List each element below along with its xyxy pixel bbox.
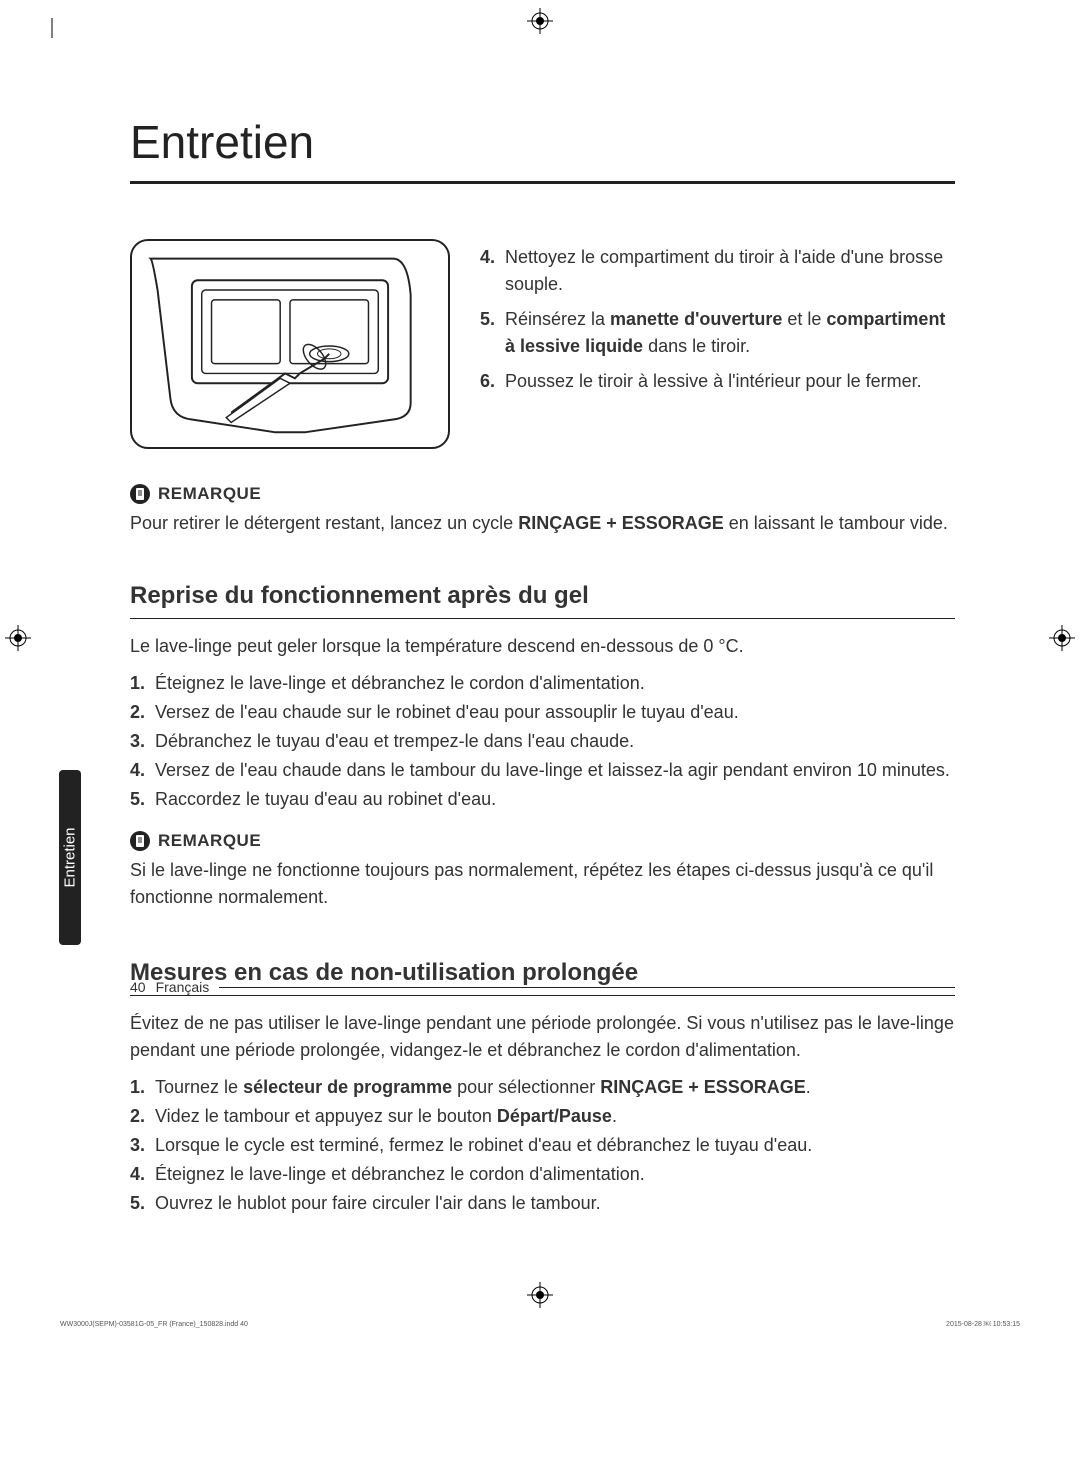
note-text: Si le lave-linge ne fonctionne toujours …	[130, 857, 955, 911]
item-text: Versez de l'eau chaude sur le robinet d'…	[155, 699, 955, 726]
item-number: 4.	[130, 1161, 155, 1188]
footer-meta-right: 2015-08-28 ￼ 10:53:15	[946, 1321, 1020, 1328]
list-item: 5.Raccordez le tuyau d'eau au robinet d'…	[130, 786, 955, 813]
item-text: Nettoyez le compartiment du tiroir à l'a…	[505, 244, 955, 298]
item-number: 5.	[130, 1190, 155, 1217]
item-number: 4.	[130, 757, 155, 784]
list-item: 1.Tournez le sélecteur de programme pour…	[130, 1074, 955, 1101]
item-text: Débranchez le tuyau d'eau et trempez-le …	[155, 728, 955, 755]
page-content: Entretien 4.Nettoyez le compartiment du …	[130, 115, 955, 1265]
section-heading: Reprise du fonctionnement après du gel	[130, 582, 955, 619]
list-item: 2.Videz le tambour et appuyez sur le bou…	[130, 1103, 955, 1130]
note-icon	[130, 484, 150, 504]
footer-rule	[219, 987, 955, 988]
note-1: REMARQUE Pour retirer le détergent resta…	[130, 484, 955, 537]
item-number: 2.	[130, 1103, 155, 1130]
item-number: 1.	[130, 1074, 155, 1101]
item-text: Lorsque le cycle est terminé, fermez le …	[155, 1132, 955, 1159]
section-frost: Reprise du fonctionnement après du gel L…	[130, 582, 955, 911]
item-text: Réinsérez la manette d'ouverture et le c…	[505, 306, 955, 360]
list-item: 4.Versez de l'eau chaude dans le tambour…	[130, 757, 955, 784]
note-header: REMARQUE	[130, 831, 955, 851]
section-intro: Le lave-linge peut geler lorsque la temp…	[130, 633, 955, 660]
list-item: 3.Débranchez le tuyau d'eau et trempez-l…	[130, 728, 955, 755]
note-header: REMARQUE	[130, 484, 955, 504]
instruction-item: 6.Poussez le tiroir à lessive à l'intéri…	[480, 368, 955, 395]
top-instructions: 4.Nettoyez le compartiment du tiroir à l…	[480, 239, 955, 449]
item-text: Éteignez le lave-linge et débranchez le …	[155, 670, 955, 697]
item-text: Versez de l'eau chaude dans le tambour d…	[155, 757, 955, 784]
item-number: 2.	[130, 699, 155, 726]
item-number: 1.	[130, 670, 155, 697]
note-text: Pour retirer le détergent restant, lance…	[130, 510, 955, 537]
list-item: 4.Éteignez le lave-linge et débranchez l…	[130, 1161, 955, 1188]
side-tab-label: Entretien	[62, 827, 79, 887]
registration-mark-icon	[5, 625, 31, 651]
instruction-item: 5.Réinsérez la manette d'ouverture et le…	[480, 306, 955, 360]
item-text: Poussez le tiroir à lessive à l'intérieu…	[505, 368, 955, 395]
drawer-illustration	[130, 239, 450, 449]
item-number: 6.	[480, 368, 505, 395]
page-title: Entretien	[130, 115, 955, 184]
registration-mark-icon	[527, 8, 553, 34]
item-number: 5.	[480, 306, 505, 360]
section2-list: 1.Tournez le sélecteur de programme pour…	[130, 1074, 955, 1217]
list-item: 1.Éteignez le lave-linge et débranchez l…	[130, 670, 955, 697]
page-number: 40	[130, 979, 146, 995]
item-text: Tournez le sélecteur de programme pour s…	[155, 1074, 955, 1101]
list-item: 5.Ouvrez le hublot pour faire circuler l…	[130, 1190, 955, 1217]
item-number: 3.	[130, 728, 155, 755]
page-footer: 40 Français	[130, 979, 955, 995]
list-item: 2.Versez de l'eau chaude sur le robinet …	[130, 699, 955, 726]
section-nonuse: Mesures en cas de non-utilisation prolon…	[130, 959, 955, 1217]
footer-meta-left: WW3000J(SEPM)-03581G-05_FR (France)_1508…	[60, 1321, 248, 1328]
note-2: REMARQUE Si le lave-linge ne fonctionne …	[130, 831, 955, 911]
top-section: 4.Nettoyez le compartiment du tiroir à l…	[130, 239, 955, 449]
side-tab: Entretien	[59, 770, 81, 945]
item-text: Raccordez le tuyau d'eau au robinet d'ea…	[155, 786, 955, 813]
note-label: REMARQUE	[158, 484, 261, 504]
registration-mark-icon	[1049, 625, 1075, 651]
section-intro: Évitez de ne pas utiliser le lave-linge …	[130, 1010, 955, 1064]
registration-mark-icon	[527, 1282, 553, 1308]
item-text: Ouvrez le hublot pour faire circuler l'a…	[155, 1190, 955, 1217]
instruction-item: 4.Nettoyez le compartiment du tiroir à l…	[480, 244, 955, 298]
crop-mark-icon	[22, 18, 62, 58]
section1-list: 1.Éteignez le lave-linge et débranchez l…	[130, 670, 955, 813]
item-number: 3.	[130, 1132, 155, 1159]
note-label: REMARQUE	[158, 831, 261, 851]
item-number: 5.	[130, 786, 155, 813]
page-language: Français	[156, 979, 210, 995]
item-number: 4.	[480, 244, 505, 298]
item-text: Éteignez le lave-linge et débranchez le …	[155, 1161, 955, 1188]
list-item: 3.Lorsque le cycle est terminé, fermez l…	[130, 1132, 955, 1159]
note-icon	[130, 831, 150, 851]
item-text: Videz le tambour et appuyez sur le bouto…	[155, 1103, 955, 1130]
